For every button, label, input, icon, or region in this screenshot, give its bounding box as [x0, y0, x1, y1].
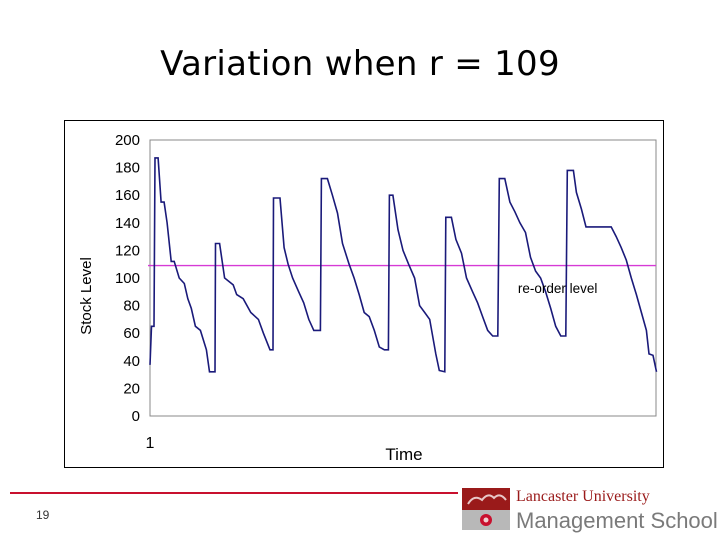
y-tick-label: 80	[123, 298, 140, 315]
page-number: 19	[36, 508, 50, 522]
y-tick-label: 160	[115, 187, 140, 204]
y-tick-label: 180	[115, 160, 140, 177]
x-tick-labels: 1	[146, 435, 155, 452]
y-tick-label: 140	[115, 215, 140, 232]
chart-frame	[64, 120, 664, 468]
x-tick-label: 1	[146, 435, 155, 452]
y-tick-label: 40	[123, 353, 140, 370]
y-tick-label: 120	[115, 242, 140, 259]
logo-school-name: Management School	[516, 508, 718, 533]
y-tick-label: 0	[132, 408, 140, 425]
stock-level-chart: 0 20 40 60 80 100 120 140 160 180 200 1 Stock Leve…	[78, 132, 658, 464]
y-tick-label: 60	[123, 325, 140, 342]
y-tick-label: 200	[115, 132, 140, 149]
logo-university-name: Lancaster University	[516, 488, 650, 505]
reorder-level-annotation: re-order level	[518, 281, 598, 296]
university-logo: Lancaster University Management School	[460, 484, 718, 534]
y-tick-label: 20	[123, 380, 140, 397]
slide-title: Variation when r = 109	[160, 44, 560, 84]
x-axis-label: Time	[385, 445, 422, 464]
y-axis-label: Stock Level	[78, 257, 95, 335]
y-tick-labels: 0 20 40 60 80 100 120 140 160 180 200	[115, 132, 140, 425]
y-tick-label: 100	[115, 270, 140, 287]
crest-icon	[462, 488, 510, 530]
stock-level-series	[149, 157, 658, 373]
footer-rule	[10, 492, 458, 494]
plot-area	[149, 139, 657, 417]
